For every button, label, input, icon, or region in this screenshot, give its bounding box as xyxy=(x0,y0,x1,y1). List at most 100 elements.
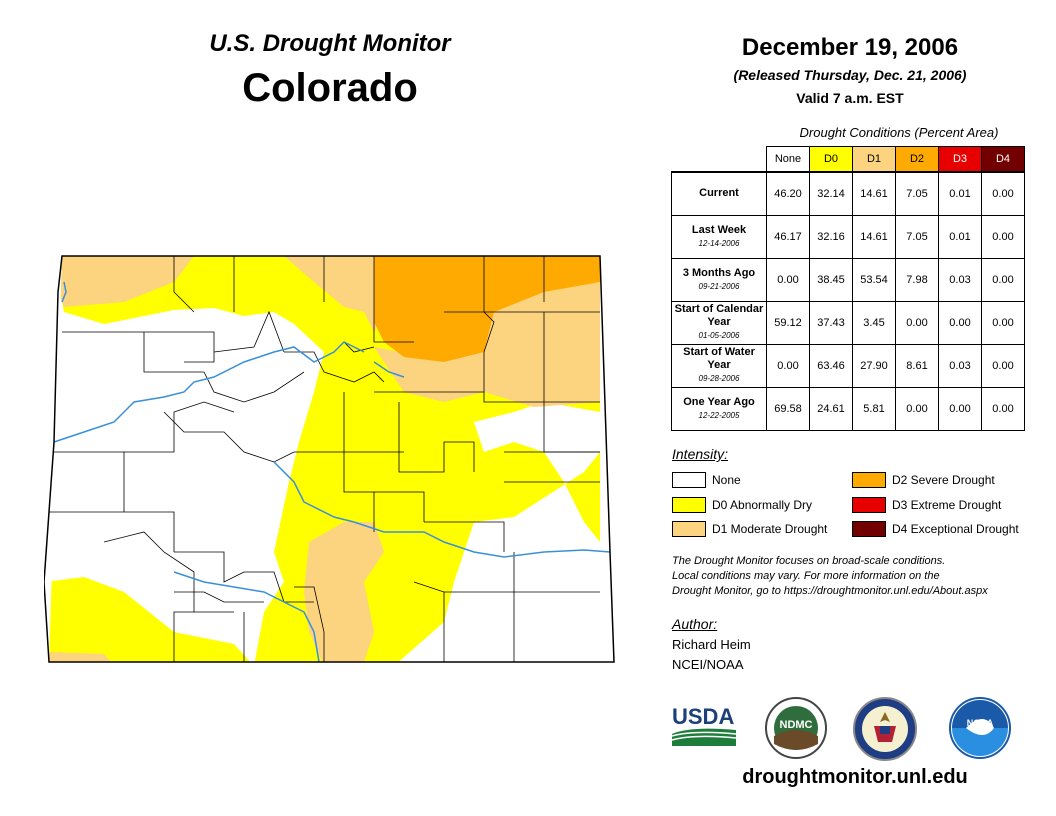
region-d1-northcentral xyxy=(284,256,384,332)
cell-none: 0.00 xyxy=(766,257,810,302)
cell-d0: 38.45 xyxy=(809,257,853,302)
region-d1-southwest xyxy=(49,652,114,662)
author-label: Author: xyxy=(672,616,718,632)
table-row-start-water-year: Start of Water Year 09-28-2006 0.00 63.46… xyxy=(671,343,1025,388)
legend-swatch-none xyxy=(672,472,706,488)
legend-item-d0: D0 Abnormally Dry xyxy=(672,497,812,513)
cell-d0: 37.43 xyxy=(809,300,853,345)
cell-d3: 0.03 xyxy=(938,343,982,388)
author-name: Richard Heim xyxy=(672,637,751,652)
author-org: NCEI/NOAA xyxy=(672,657,744,672)
col-header-d2: D2 xyxy=(895,146,939,173)
cell-d2: 8.61 xyxy=(895,343,939,388)
row-label: One Year Ago 12-22-2005 xyxy=(671,386,767,431)
colorado-drought-map xyxy=(44,255,615,663)
cell-d3: 0.00 xyxy=(938,300,982,345)
cell-d1: 14.61 xyxy=(852,171,896,216)
usda-logo: USDA xyxy=(671,704,737,746)
legend-item-d2: D2 Severe Drought xyxy=(852,472,995,488)
river-colorado xyxy=(53,341,365,443)
cell-d4: 0.00 xyxy=(981,343,1025,388)
cell-d4: 0.00 xyxy=(981,386,1025,431)
row-date: 09-28-2006 xyxy=(698,374,740,383)
cell-d0: 24.61 xyxy=(809,386,853,431)
row-date: 12-14-2006 xyxy=(698,238,740,248)
legend-swatch-d3 xyxy=(852,497,886,513)
cell-none: 59.12 xyxy=(766,300,810,345)
cell-d3: 0.00 xyxy=(938,386,982,431)
row-label: Last Week 12-14-2006 xyxy=(671,214,767,259)
cell-d2: 7.98 xyxy=(895,257,939,302)
legend-item-d4: D4 Exceptional Drought xyxy=(852,521,1019,537)
row-label: 3 Months Ago 09-21-2006 xyxy=(671,257,767,302)
col-header-d0: D0 xyxy=(809,146,853,173)
website-url[interactable]: droughtmonitor.unl.edu xyxy=(742,766,968,788)
row-label: Start of Water Year 09-28-2006 xyxy=(671,343,767,388)
legend-label: D2 Severe Drought xyxy=(892,473,995,487)
cell-d2: 0.00 xyxy=(895,386,939,431)
region-d0-southwest xyxy=(49,577,254,662)
region-d1-north xyxy=(58,256,194,307)
noaa-logo: NOAA xyxy=(949,697,1011,759)
cell-d1: 14.61 xyxy=(852,214,896,259)
river-arkansas xyxy=(273,461,611,558)
state-outline xyxy=(44,255,615,663)
row-date: 01-05-2006 xyxy=(698,331,740,340)
cell-none: 0.00 xyxy=(766,343,810,388)
col-header-d3: D3 xyxy=(938,146,982,173)
cell-d1: 5.81 xyxy=(852,386,896,431)
cell-d1: 27.90 xyxy=(852,343,896,388)
region-d1-southcentral xyxy=(304,522,384,662)
ndmc-logo-text: NDMC xyxy=(780,719,813,731)
legend-title: Intensity: xyxy=(672,446,729,462)
cell-none: 69.58 xyxy=(766,386,810,431)
noaa-logo-text: NOAA xyxy=(967,718,994,728)
legend-swatch-d1 xyxy=(672,521,706,537)
release-date: (Released Thursday, Dec. 21, 2006) xyxy=(733,67,967,83)
cell-none: 46.17 xyxy=(766,214,810,259)
legend-item-d1: D1 Moderate Drought xyxy=(672,521,827,537)
legend-swatch-d0 xyxy=(672,497,706,513)
rivers xyxy=(53,281,611,663)
row-date: 12-22-2005 xyxy=(698,410,740,420)
drought-conditions-table: None D0 D1 D2 D3 D4 Current 46.20 32.14 … xyxy=(671,146,1025,431)
cell-d2: 7.05 xyxy=(895,214,939,259)
county-lines xyxy=(49,256,600,662)
disclaimer-note: The Drought Monitor focuses on broad-sca… xyxy=(672,554,1042,599)
table-caption: Drought Conditions (Percent Area) xyxy=(799,125,999,140)
river-south-platte xyxy=(373,361,405,378)
river-yampa xyxy=(61,281,67,303)
cell-d3: 0.01 xyxy=(938,171,982,216)
cell-d2: 7.05 xyxy=(895,171,939,216)
table-corner xyxy=(672,147,767,173)
cell-none: 46.20 xyxy=(766,171,810,216)
legend-label: D0 Abnormally Dry xyxy=(712,498,813,512)
row-label: Current xyxy=(671,171,767,216)
legend-item-none: None xyxy=(672,472,741,488)
monitor-title: U.S. Drought Monitor xyxy=(209,30,451,57)
legend-swatch-d2 xyxy=(852,472,886,488)
table-row-current: Current 46.20 32.14 14.61 7.05 0.01 0.00 xyxy=(671,171,1025,216)
cell-d2: 0.00 xyxy=(895,300,939,345)
table-row-last-week: Last Week 12-14-2006 46.17 32.16 14.61 7.… xyxy=(671,214,1025,259)
legend-label: D3 Extreme Drought xyxy=(892,498,1002,512)
col-header-d4: D4 xyxy=(981,146,1025,173)
valid-time: Valid 7 a.m. EST xyxy=(796,90,904,106)
table-row-one-year-ago: One Year Ago 12-22-2005 69.58 24.61 5.81 … xyxy=(671,386,1025,431)
cell-d4: 0.00 xyxy=(981,214,1025,259)
col-header-d1: D1 xyxy=(852,146,896,173)
table-row-3-months-ago: 3 Months Ago 09-21-2006 0.00 38.45 53.54 … xyxy=(671,257,1025,302)
cell-d4: 0.00 xyxy=(981,257,1025,302)
legend-label: None xyxy=(712,473,741,487)
cell-d0: 32.16 xyxy=(809,214,853,259)
cell-d1: 3.45 xyxy=(852,300,896,345)
usda-logo-text: USDA xyxy=(672,704,734,729)
cell-d3: 0.01 xyxy=(938,214,982,259)
river-rio-grande xyxy=(173,571,320,663)
col-header-none: None xyxy=(766,146,810,173)
doc-seal-logo xyxy=(853,697,917,761)
region-d1-northeast xyxy=(374,282,600,407)
region-d2-northeast xyxy=(374,256,600,362)
legend-label: D1 Moderate Drought xyxy=(712,522,828,536)
ndmc-logo: NDMC xyxy=(765,697,827,759)
